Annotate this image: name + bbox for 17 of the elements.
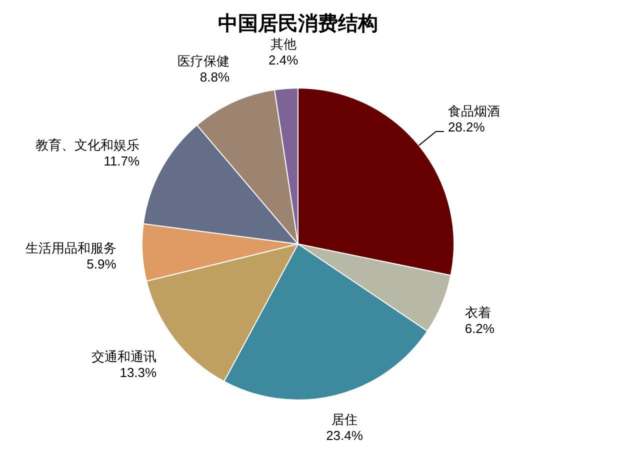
slice-label: 居住: [332, 412, 358, 427]
data-label: 5.9%: [86, 256, 117, 272]
slice-label: 医疗保健: [178, 53, 230, 68]
slice-label: 教育、文化和娱乐: [36, 137, 140, 152]
chart-title: 中国居民消费结构: [218, 13, 378, 35]
slice-label: 生活用品和服务: [25, 240, 116, 256]
data-label: 11.7%: [104, 153, 140, 168]
slice-label: 食品烟酒: [448, 104, 500, 119]
data-label: 6.2%: [464, 321, 495, 336]
slice-label: 交通和通讯: [92, 348, 157, 364]
data-label: 23.4%: [326, 428, 364, 443]
data-label: 8.8%: [200, 69, 230, 84]
data-label: 28.2%: [448, 120, 486, 135]
data-label: 13.3%: [120, 364, 158, 380]
slice-label: 其他: [270, 36, 296, 52]
data-label: 2.4%: [268, 52, 299, 68]
slice-label: 衣着: [464, 305, 491, 320]
